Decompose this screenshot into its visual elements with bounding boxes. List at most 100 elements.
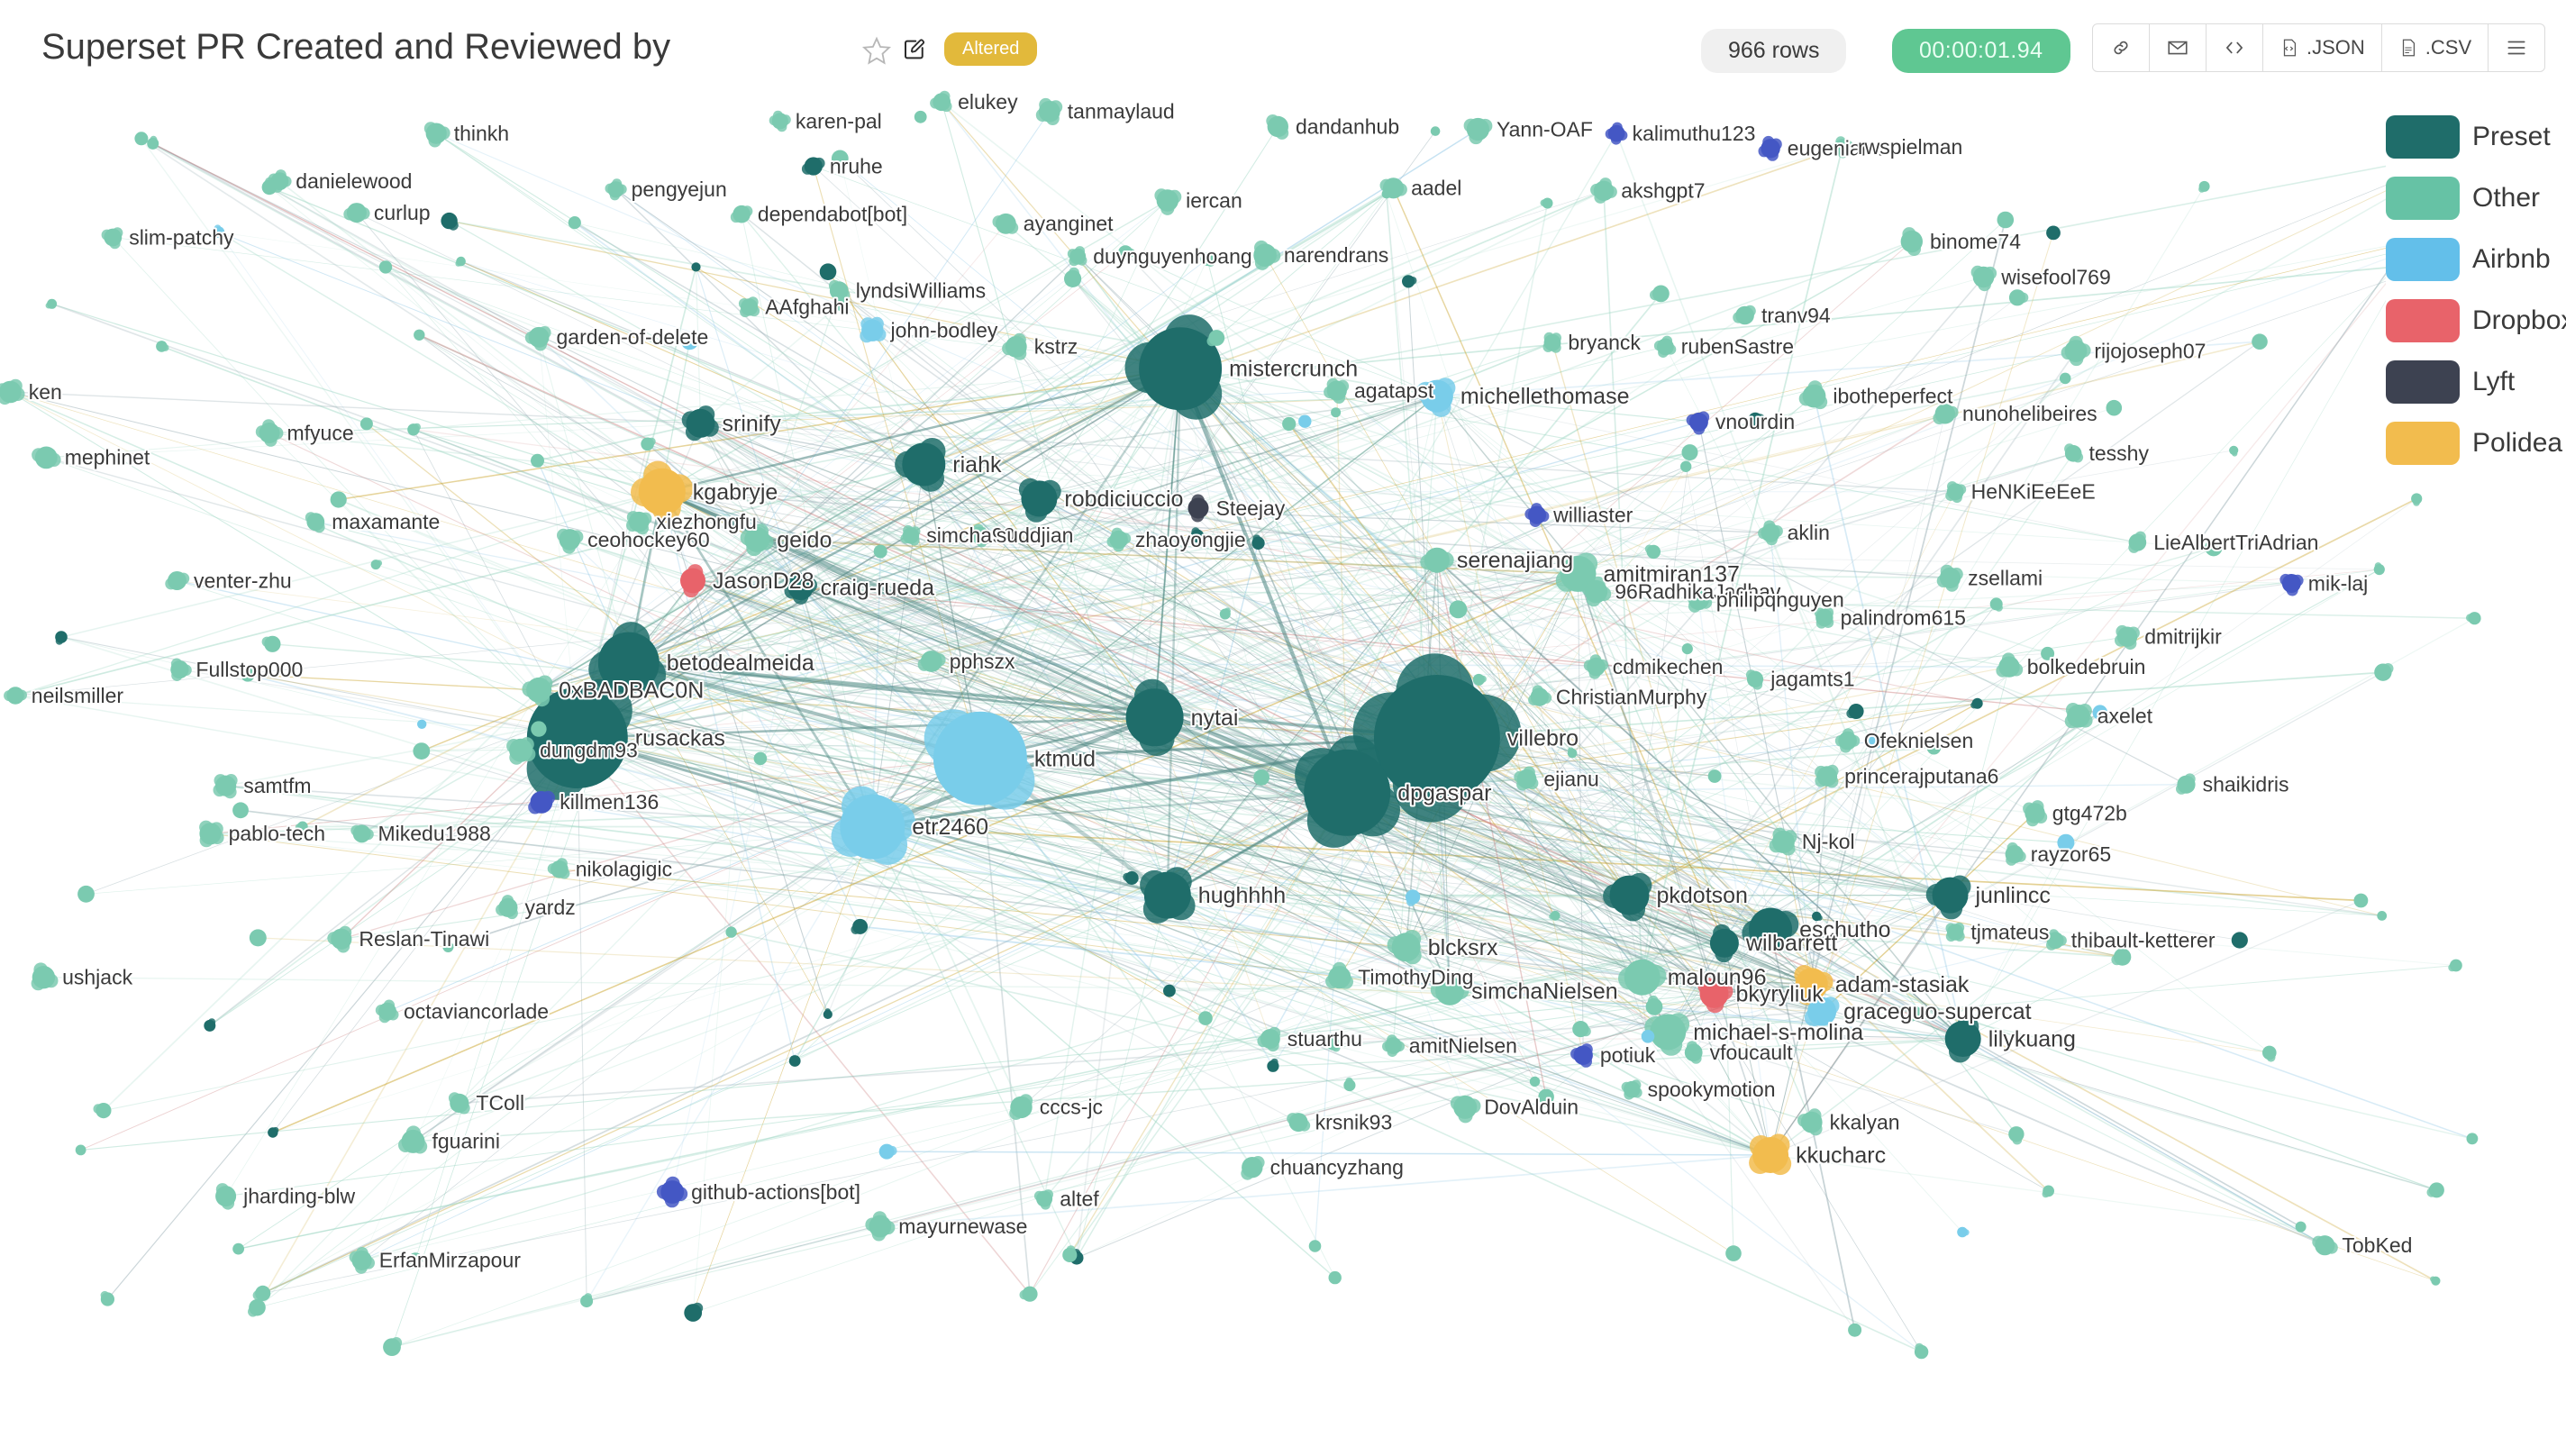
svg-text:hughhhh: hughhhh [1198, 883, 1286, 908]
svg-text:ChristianMurphy: ChristianMurphy [1556, 685, 1707, 708]
svg-text:ayanginet: ayanginet [1024, 212, 1114, 235]
svg-text:lyndsiWilliams: lyndsiWilliams [856, 279, 986, 303]
svg-text:dandanhub: dandanhub [1296, 114, 1399, 138]
svg-text:iercan: iercan [1186, 188, 1242, 212]
svg-text:akshgpt7: akshgpt7 [1621, 179, 1705, 203]
svg-text:Nj-kol: Nj-kol [1802, 830, 1855, 853]
svg-text:thinkh: thinkh [454, 122, 509, 145]
svg-text:williaster: williaster [1552, 503, 1633, 526]
svg-text:TobKed: TobKed [2342, 1233, 2412, 1257]
svg-text:tranv94: tranv94 [1761, 304, 1831, 327]
svg-text:amitNielsen: amitNielsen [1409, 1033, 1517, 1057]
svg-text:TimothyDing: TimothyDing [1358, 966, 1473, 989]
svg-text:maxamante: maxamante [332, 510, 440, 533]
svg-text:robdiciuccio: robdiciuccio [1064, 487, 1183, 512]
svg-text:ktmud: ktmud [1034, 746, 1096, 771]
svg-text:garden-of-delete: garden-of-delete [557, 325, 709, 349]
svg-text:rwspielman: rwspielman [1858, 135, 1962, 159]
svg-text:geido: geido [777, 527, 832, 552]
svg-text:craig-rueda: craig-rueda [821, 576, 935, 601]
svg-text:dependabot[bot]: dependabot[bot] [758, 203, 907, 226]
svg-text:palindrom615: palindrom615 [1841, 605, 1966, 629]
svg-text:ibotheperfect: ibotheperfect [1833, 384, 1953, 407]
svg-text:graceguo-supercat: graceguo-supercat [1843, 999, 2032, 1024]
svg-text:aklin: aklin [1788, 521, 1830, 544]
svg-text:tanmaylaud: tanmaylaud [1068, 100, 1175, 123]
svg-text:Yann-OAF: Yann-OAF [1497, 117, 1593, 141]
svg-text:killmen136: killmen136 [560, 790, 659, 814]
svg-text:kkalyan: kkalyan [1830, 1110, 1900, 1133]
svg-text:kkucharc: kkucharc [1796, 1143, 1886, 1169]
svg-text:Fullstop000: Fullstop000 [196, 658, 303, 681]
svg-text:DovAlduin: DovAlduin [1484, 1096, 1579, 1119]
svg-text:dmitrijkir: dmitrijkir [2144, 625, 2222, 649]
svg-text:mfyuce: mfyuce [287, 421, 354, 444]
svg-text:lilykuang: lilykuang [1988, 1027, 2076, 1052]
svg-text:blcksrx: blcksrx [1428, 935, 1498, 960]
svg-text:vnourdin: vnourdin [1715, 410, 1795, 433]
svg-text:rusackas: rusackas [635, 726, 725, 751]
svg-text:serenajiang: serenajiang [1457, 548, 1573, 573]
svg-text:Ofeknielsen: Ofeknielsen [1864, 729, 1973, 752]
svg-text:pengyejun: pengyejun [632, 177, 727, 201]
svg-text:zsellami: zsellami [1968, 566, 2043, 589]
svg-text:mayurnewase: mayurnewase [898, 1215, 1027, 1238]
svg-text:elukey: elukey [958, 90, 1018, 114]
svg-text:zhaoyongjie: zhaoyongjie [1135, 528, 1246, 551]
svg-text:pablo-tech: pablo-tech [229, 822, 325, 845]
svg-text:wilbarrett: wilbarrett [1745, 931, 1837, 956]
svg-text:agatapst: agatapst [1354, 378, 1434, 402]
svg-text:potiuk: potiuk [1600, 1043, 1656, 1067]
svg-text:jharding-blw: jharding-blw [242, 1184, 355, 1207]
svg-text:krsnik93: krsnik93 [1315, 1110, 1393, 1133]
svg-text:mik-laj: mik-laj [2308, 571, 2368, 595]
svg-text:kalimuthu123: kalimuthu123 [1633, 122, 1756, 145]
svg-text:venter-zhu: venter-zhu [194, 569, 292, 592]
svg-text:AAfghahi: AAfghahi [765, 296, 849, 319]
svg-text:dungdm93: dungdm93 [540, 739, 638, 762]
svg-text:aadel: aadel [1411, 177, 1461, 200]
svg-text:betodealmeida: betodealmeida [667, 651, 814, 676]
svg-text:ceohockey60: ceohockey60 [587, 528, 710, 551]
svg-text:ushjack: ushjack [62, 966, 132, 989]
svg-text:github-actions[bot]: github-actions[bot] [691, 1180, 860, 1204]
svg-text:samtfm: samtfm [243, 774, 311, 797]
svg-text:ErfanMirzapour: ErfanMirzapour [379, 1249, 522, 1272]
svg-text:adam-stasiak: adam-stasiak [1835, 972, 1970, 997]
svg-text:nunohelibeires: nunohelibeires [1962, 402, 2097, 425]
svg-text:wisefool769: wisefool769 [2000, 265, 2110, 288]
svg-text:vfoucault: vfoucault [1710, 1041, 1794, 1064]
svg-text:thibault-ketterer: thibault-ketterer [2071, 929, 2216, 952]
svg-text:dpgaspar: dpgaspar [1397, 780, 1491, 805]
svg-text:tesshy: tesshy [2089, 441, 2150, 465]
svg-text:binome74: binome74 [1930, 230, 2021, 253]
svg-text:bryanck: bryanck [1568, 331, 1641, 354]
svg-text:curlup: curlup [374, 201, 431, 224]
svg-text:karen-pal: karen-pal [796, 109, 882, 132]
svg-text:0xBADBAC0N: 0xBADBAC0N [559, 678, 704, 703]
svg-text:cdmikechen: cdmikechen [1613, 655, 1724, 678]
svg-text:etr2460: etr2460 [912, 814, 988, 840]
svg-text:cccs-jc: cccs-jc [1040, 1096, 1103, 1119]
svg-text:Reslan-Tinawi: Reslan-Tinawi [359, 927, 489, 951]
svg-text:JasonD28: JasonD28 [713, 569, 814, 594]
svg-text:LieAlbertTriAdrian: LieAlbertTriAdrian [2153, 531, 2318, 554]
svg-text:octaviancorlade: octaviancorlade [404, 1000, 549, 1024]
svg-text:shaikidris: shaikidris [2203, 773, 2289, 796]
svg-text:nytai: nytai [1191, 705, 1239, 731]
svg-text:srinify: srinify [723, 411, 782, 436]
svg-text:tjmateus: tjmateus [1970, 920, 2049, 943]
svg-text:kgabryje: kgabryje [693, 479, 778, 505]
svg-text:rubenSastre: rubenSastre [1681, 335, 1794, 359]
svg-text:yardz: yardz [525, 896, 576, 919]
svg-text:altef: altef [1060, 1187, 1099, 1210]
svg-text:spookymotion: spookymotion [1648, 1078, 1776, 1101]
svg-text:Steejay: Steejay [1216, 496, 1286, 520]
svg-text:fguarini: fguarini [432, 1130, 500, 1153]
svg-text:pkdotson: pkdotson [1657, 883, 1748, 908]
svg-text:suddjian: suddjian [996, 523, 1074, 547]
svg-text:riahk: riahk [952, 452, 1002, 478]
svg-text:simchaNielsen: simchaNielsen [1471, 978, 1618, 1004]
svg-text:chuancyzhang: chuancyzhang [1270, 1156, 1404, 1179]
svg-text:ken: ken [29, 380, 62, 404]
